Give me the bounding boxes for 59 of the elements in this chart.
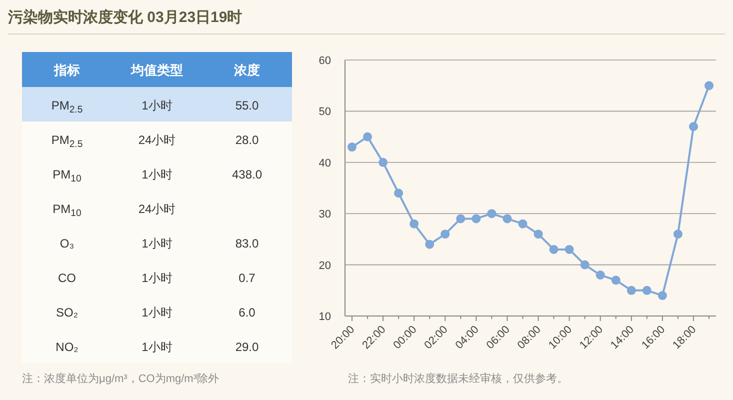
point bbox=[363, 132, 372, 142]
text: 438.0 bbox=[232, 167, 262, 182]
point bbox=[611, 276, 620, 285]
point bbox=[378, 158, 388, 167]
category-label: 浓度 bbox=[233, 62, 260, 78]
text: 24小时 bbox=[138, 132, 176, 147]
point bbox=[518, 219, 528, 228]
text: 83.0 bbox=[235, 236, 259, 250]
point bbox=[487, 209, 496, 218]
text: 污染物实时浓度变化 03月23日19时 bbox=[7, 8, 242, 26]
text: 55.0 bbox=[235, 98, 259, 112]
text: 1小时 bbox=[142, 305, 172, 320]
y-tick-label: 50 bbox=[318, 106, 331, 118]
point bbox=[348, 142, 356, 152]
text: 1小时 bbox=[142, 340, 172, 354]
text: PM$_{2.5}$ bbox=[51, 98, 83, 116]
y-tick-label: 20 bbox=[318, 260, 331, 272]
point bbox=[626, 286, 636, 295]
text: 注：实时小时浓度数据未经审核，仅供参考。 bbox=[348, 372, 568, 385]
point bbox=[704, 81, 714, 90]
point bbox=[440, 230, 450, 239]
y-tick-label: 30 bbox=[318, 208, 331, 221]
text: PM$_{10}$ bbox=[52, 202, 82, 219]
point bbox=[534, 230, 543, 239]
point bbox=[394, 188, 404, 198]
text: PM$_{10}$ bbox=[52, 167, 82, 184]
point bbox=[642, 286, 652, 295]
text: O₃ bbox=[60, 236, 74, 250]
text: 1小时 bbox=[142, 270, 172, 285]
category-label: 均值类型 bbox=[130, 62, 183, 78]
point bbox=[658, 291, 667, 300]
y-tick-label: 40 bbox=[318, 157, 331, 170]
text: 0.7 bbox=[238, 270, 256, 285]
point bbox=[673, 230, 682, 239]
point bbox=[688, 122, 698, 132]
point bbox=[472, 214, 481, 224]
point bbox=[425, 240, 434, 249]
text: 注：浓度单位为μg/m³，CO为mg/m³除外 bbox=[22, 372, 220, 385]
text: 1小时 bbox=[142, 98, 172, 112]
point bbox=[564, 244, 574, 254]
text: 28.0 bbox=[235, 132, 259, 147]
text: NO₂ bbox=[56, 340, 78, 354]
y-tick-label: 10 bbox=[318, 311, 331, 323]
text: 1小时 bbox=[142, 167, 172, 182]
point bbox=[596, 270, 605, 280]
point bbox=[502, 214, 512, 224]
text: CO bbox=[58, 270, 76, 285]
text: 24小时 bbox=[138, 202, 176, 216]
text: 29.0 bbox=[235, 340, 259, 354]
point bbox=[456, 214, 466, 224]
category-label: 指标 bbox=[53, 62, 80, 78]
point bbox=[410, 219, 419, 228]
point bbox=[580, 260, 590, 270]
text: 6.0 bbox=[238, 305, 256, 320]
point bbox=[549, 244, 558, 254]
text: SO₂ bbox=[56, 305, 78, 320]
text: PM$_{2.5}$ bbox=[51, 132, 83, 150]
text: 1小时 bbox=[142, 236, 172, 250]
y-tick-label: 60 bbox=[318, 55, 331, 67]
